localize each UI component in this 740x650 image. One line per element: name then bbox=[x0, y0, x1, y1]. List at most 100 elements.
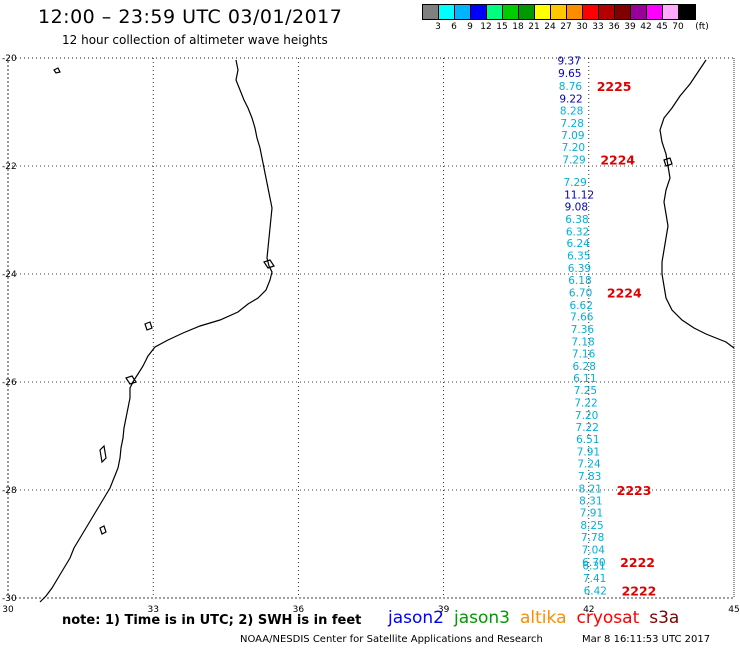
footer-note: note: 1) Time is in UTC; 2) SWH is in fe… bbox=[62, 613, 362, 628]
legend-swatch bbox=[583, 5, 599, 19]
mission-jason2: jason2 bbox=[388, 608, 444, 628]
pass-time-labels: 2225 2224 2224 2223 2222 2222 bbox=[597, 79, 657, 598]
wave-height-reading: 9.65 bbox=[558, 68, 581, 80]
legend-tick: 18 bbox=[512, 22, 524, 32]
wave-height-reading: 6.39 bbox=[568, 263, 591, 275]
wave-height-reading: 7.22 bbox=[576, 422, 599, 434]
pass-time-label: 2224 bbox=[607, 285, 642, 300]
map-grid bbox=[7, 57, 735, 599]
legend-tick: 21 bbox=[528, 22, 540, 32]
wave-height-reading: 7.22 bbox=[574, 398, 597, 410]
wave-height-reading: 6.11 bbox=[573, 373, 596, 385]
legend-swatch bbox=[679, 5, 695, 19]
latitude-tick-label: -26 bbox=[2, 378, 17, 388]
wave-height-reading: 6.70 bbox=[582, 557, 605, 569]
african-coastline bbox=[39, 59, 273, 603]
legend-tick-labels: 3 6 9 12 15 18 21 24 27 30 33 36 39 42 45 70 (ft) bbox=[422, 20, 709, 34]
pass-time-label: 2224 bbox=[600, 153, 635, 168]
legend-swatch bbox=[599, 5, 615, 19]
longitude-tick-label: 42 bbox=[583, 605, 594, 615]
legend-swatch bbox=[631, 5, 647, 19]
legend-tick: 33 bbox=[592, 22, 604, 32]
wave-height-reading: 6.31 bbox=[582, 561, 605, 573]
latitude-tick-label: -28 bbox=[2, 486, 17, 496]
map-frame bbox=[7, 57, 735, 599]
wave-height-reading: 6.42 bbox=[584, 585, 607, 597]
wave-height-reading: 7.29 bbox=[563, 177, 586, 189]
wave-height-reading: 6.35 bbox=[567, 251, 590, 263]
mission-legend: jason2 jason3 altika cryosat s3a bbox=[388, 608, 689, 628]
wave-height-reading: 9.22 bbox=[559, 94, 582, 106]
legend-tick: 12 bbox=[480, 22, 492, 32]
legend-swatch bbox=[535, 5, 551, 19]
wave-height-reading: 6.70 bbox=[569, 287, 592, 299]
pass-time-label: 2222 bbox=[620, 555, 655, 570]
legend-swatch bbox=[503, 5, 519, 19]
legend-swatch bbox=[615, 5, 631, 19]
wave-height-reading: 7.91 bbox=[580, 508, 603, 520]
mission-s3a: s3a bbox=[649, 608, 680, 628]
wave-height-reading: 9.37 bbox=[557, 56, 580, 68]
legend-swatch bbox=[439, 5, 455, 19]
wave-height-reading: 6.32 bbox=[566, 226, 589, 238]
latitude-tick-label: -24 bbox=[2, 270, 17, 280]
wave-height-reading: 7.20 bbox=[562, 142, 585, 154]
legend-tick: 42 bbox=[640, 22, 652, 32]
credit-line: NOAA/NESDIS Center for Satellite Applica… bbox=[240, 634, 543, 645]
legend-swatches bbox=[422, 4, 696, 20]
legend-tick: 30 bbox=[576, 22, 588, 32]
legend-swatch bbox=[455, 5, 471, 19]
wave-height-reading: 9.08 bbox=[565, 202, 588, 214]
wave-height-reading: 7.91 bbox=[577, 447, 600, 459]
island-5 bbox=[99, 444, 107, 464]
wave-height-reading: 6.38 bbox=[565, 214, 588, 226]
legend-swatch bbox=[567, 5, 583, 19]
mission-cryosat: cryosat bbox=[576, 608, 640, 628]
coastline bbox=[39, 59, 735, 603]
latitude-tick-label: -20 bbox=[2, 54, 17, 64]
madagascar-islet bbox=[663, 157, 673, 167]
wave-height-reading: 7.41 bbox=[583, 573, 606, 585]
wave-height-reading: 7.09 bbox=[561, 130, 584, 142]
wave-height-reading: 7.16 bbox=[572, 348, 596, 360]
legend-tick: 24 bbox=[544, 22, 556, 32]
wave-height-reading: 7.20 bbox=[575, 410, 598, 422]
legend-tick: 70 bbox=[672, 22, 684, 32]
wave-height-reading: 7.25 bbox=[574, 385, 597, 397]
legend-tick: 15 bbox=[496, 22, 508, 32]
map-title: 12:00 – 23:59 UTC 03/01/2017 bbox=[38, 6, 343, 28]
wave-height-reading: 6.24 bbox=[566, 238, 590, 250]
wave-height-reading: 8.76 bbox=[559, 81, 583, 93]
pass-time-label: 2223 bbox=[617, 483, 652, 498]
island-3 bbox=[144, 321, 153, 331]
legend-swatch bbox=[519, 5, 535, 19]
wave-height-reading: 6.28 bbox=[573, 361, 596, 373]
wave-height-reading: 8.25 bbox=[580, 520, 603, 532]
legend-tick: 36 bbox=[608, 22, 620, 32]
legend-swatch bbox=[471, 5, 487, 19]
legend-tick: 39 bbox=[624, 22, 636, 32]
legend-tick: 3 bbox=[435, 22, 441, 32]
legend-tick: (ft) bbox=[695, 22, 709, 32]
wave-height-reading: 7.29 bbox=[562, 155, 585, 167]
wave-height-reading: 7.04 bbox=[582, 544, 606, 556]
legend-swatch bbox=[423, 5, 439, 19]
wave-height-reading: 8.31 bbox=[579, 495, 602, 507]
wave-height-reading: 6.18 bbox=[568, 275, 591, 287]
wave-height-readings: 9.379.658.769.228.287.287.097.207.297.29… bbox=[557, 56, 607, 598]
legend-swatch bbox=[487, 5, 503, 19]
wave-height-reading: 7.83 bbox=[578, 471, 601, 483]
map-subtitle: 12 hour collection of altimeter wave hei… bbox=[62, 33, 328, 47]
mission-jason3: jason3 bbox=[454, 608, 510, 628]
wave-height-reading: 7.66 bbox=[570, 312, 594, 324]
axis-labels: 30 33 36 39 42 45 -20 -22 -24 -26 -28 -30 bbox=[2, 54, 740, 615]
mission-altika: altika bbox=[520, 608, 567, 628]
island-1 bbox=[53, 67, 61, 74]
madagascar-coastline bbox=[659, 59, 735, 349]
legend-tick: 9 bbox=[467, 22, 473, 32]
wave-height-reading: 7.24 bbox=[577, 459, 601, 471]
legend-tick: 6 bbox=[451, 22, 457, 32]
pass-time-label: 2222 bbox=[622, 583, 657, 598]
latitude-tick-label: -22 bbox=[2, 162, 17, 172]
legend-swatch bbox=[647, 5, 663, 19]
